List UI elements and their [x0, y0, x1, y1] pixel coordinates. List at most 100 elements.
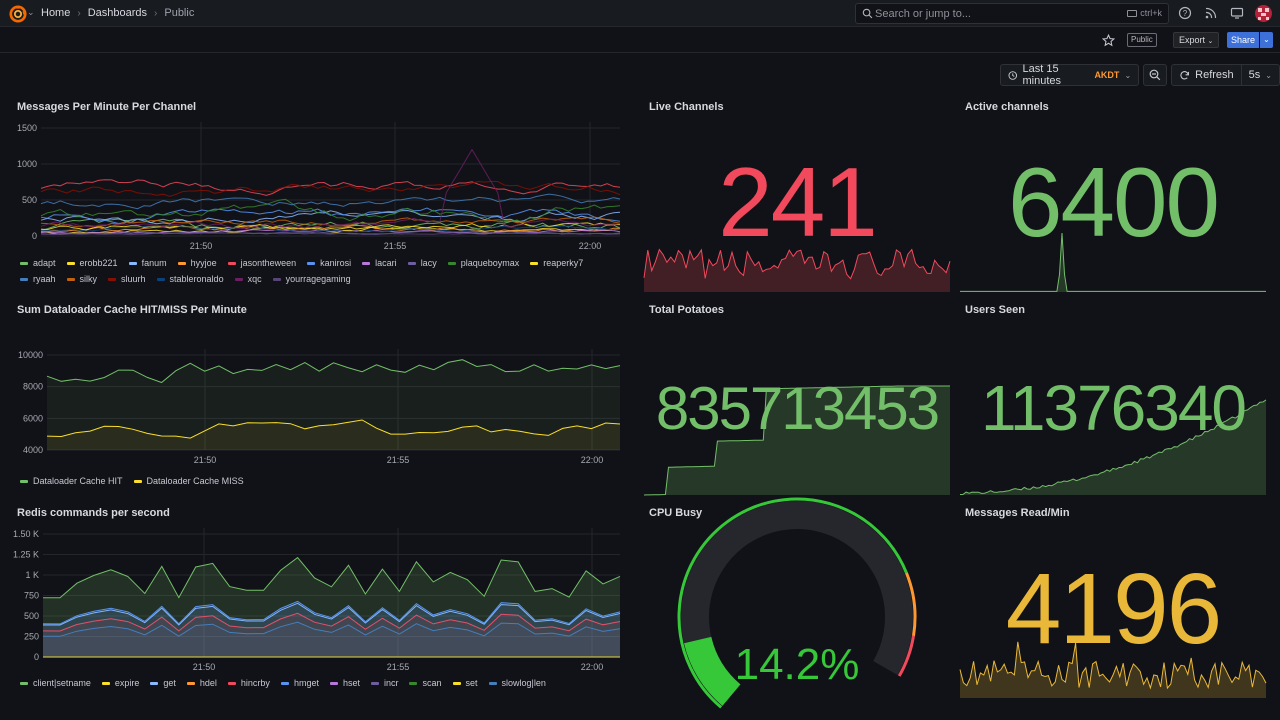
legend-item[interactable]: get [150, 678, 176, 688]
sparkline-line [960, 232, 1266, 292]
refresh-interval-select[interactable]: 5s ⌄ [1241, 64, 1280, 86]
legend-item[interactable]: client|setname [20, 678, 91, 688]
legend-item[interactable]: stableronaldo [156, 274, 224, 284]
legend-item[interactable]: scan [409, 678, 442, 688]
legend-item[interactable]: erobb221 [66, 258, 118, 268]
legend-item[interactable]: yourragegaming [272, 274, 351, 284]
legend-item[interactable]: plaqueboymax [447, 258, 519, 268]
legend-item[interactable]: sluurh [108, 274, 146, 284]
refresh-label: Refresh [1195, 69, 1234, 81]
legend-swatch [227, 261, 236, 265]
share-options-chevron-down-icon[interactable]: ⌄ [1260, 32, 1273, 48]
legend-label: ryaah [33, 274, 56, 284]
legend-label: incr [383, 678, 399, 688]
legend-swatch [156, 277, 165, 281]
series-line [40, 224, 621, 233]
panel-active-channels[interactable]: Active channels 6400 [960, 101, 1266, 293]
legend-item[interactable]: lacy [407, 258, 437, 268]
legend-swatch [227, 681, 236, 685]
legend-label: slowlog|len [501, 678, 546, 688]
legend-item[interactable]: hdel [186, 678, 217, 688]
legend-item[interactable]: reaperky7 [530, 258, 583, 268]
menu-chevron-down-icon[interactable]: ⌄ [27, 7, 35, 17]
legend-label: xqc [247, 274, 262, 284]
breadcrumb-current-page: Public [164, 7, 195, 19]
clock-icon [1008, 70, 1018, 80]
x-tick-label: 22:00 [581, 662, 604, 672]
refresh-icon [1180, 70, 1190, 79]
legend-item[interactable]: ryaah [20, 274, 56, 284]
dataloader-cache-chart: 10000 8000 6000 4000 21:50 21:55 22:00 [18, 349, 621, 465]
legend-item[interactable]: adapt [20, 258, 56, 268]
top-navbar: ⌄ Home › Dashboards › Public Search or j… [0, 0, 1280, 27]
panel-messages-read[interactable]: Messages Read/Min 4196 [959, 507, 1267, 699]
y-tick-label: 6000 [23, 413, 43, 423]
legend-item[interactable]: slowlog|len [488, 678, 546, 688]
sparkline-line [959, 399, 1267, 495]
breadcrumb-home[interactable]: Home [41, 7, 71, 19]
legend-item[interactable]: expire [101, 678, 139, 688]
public-badge: Public [1127, 33, 1157, 47]
legend-item[interactable]: xqc [234, 274, 262, 284]
legend-item[interactable]: silky [66, 274, 97, 284]
legend-swatch [447, 261, 456, 265]
series-line [40, 193, 621, 210]
panel-live-channels[interactable]: Live Channels 241 [643, 101, 951, 293]
kiosk-monitor-icon[interactable] [1230, 6, 1244, 20]
legend-item[interactable]: fanum [128, 258, 167, 268]
rss-news-icon[interactable] [1204, 6, 1218, 20]
panel-users-seen[interactable]: Users Seen 11376340 [959, 304, 1267, 496]
legend-label: scan [422, 678, 442, 688]
gauge-threshold-green [677, 497, 908, 709]
series-area [47, 420, 620, 450]
users-seen-sparkline [959, 399, 1267, 495]
legend-item[interactable]: Dataloader Cache HIT [20, 476, 123, 486]
legend-label: get [163, 678, 176, 688]
legend-label: Dataloader Cache MISS [146, 476, 244, 486]
refresh-button[interactable]: Refresh [1171, 64, 1242, 86]
legend-label: kanirosi [320, 258, 352, 268]
legend-label: sluurh [121, 274, 146, 284]
legend-item[interactable]: hmget [280, 678, 319, 688]
legend-item[interactable]: hyyjoe [177, 258, 217, 268]
breadcrumb-dashboards[interactable]: Dashboards [87, 7, 148, 19]
legend-swatch [150, 681, 159, 685]
legend-item[interactable]: lacari [362, 258, 397, 268]
star-favorite-icon[interactable] [1102, 34, 1115, 47]
panel-title: Messages Read/Min [965, 507, 1070, 519]
panel-title: Live Channels [649, 101, 724, 113]
y-tick-label: 10000 [18, 350, 43, 360]
series-line [40, 232, 621, 236]
user-avatar[interactable] [1255, 5, 1272, 22]
chevron-down-icon: ⌄ [1207, 38, 1214, 45]
legend-label: stableronaldo [169, 274, 224, 284]
legend-item[interactable]: set [452, 678, 478, 688]
panel-title: Redis commands per second [17, 507, 170, 519]
time-range-picker[interactable]: Last 15 minutes AKDT ⌄ [1000, 63, 1140, 87]
avatar-pattern-icon [1258, 8, 1269, 20]
live-channels-value: 241 [718, 147, 878, 257]
legend-item[interactable]: Dataloader Cache MISS [133, 476, 244, 486]
legend-swatch [66, 277, 75, 281]
legend-item[interactable]: kanirosi [307, 258, 351, 268]
share-button[interactable]: Share [1227, 32, 1259, 48]
help-icon[interactable]: ? [1178, 6, 1192, 20]
legend-swatch [409, 681, 418, 685]
series-area [47, 359, 620, 450]
panel-redis-commands[interactable]: Redis commands per second 1.50 K 1.25 K 1 … [13, 507, 627, 697]
legend-label: adapt [33, 258, 56, 268]
legend-item[interactable]: hset [329, 678, 360, 688]
export-button[interactable]: Export ⌄ [1173, 32, 1220, 48]
legend-item[interactable]: jasontheween [227, 258, 296, 268]
breadcrumb-separator-icon: › [154, 7, 158, 19]
grafana-logo-icon[interactable] [9, 5, 27, 23]
panel-title: CPU Busy [649, 507, 703, 519]
search-input[interactable]: Search or jump to... ctrl+k [855, 3, 1169, 24]
panel-cpu-busy[interactable]: CPU Busy 14.2% [644, 497, 950, 709]
panel-messages-per-minute[interactable]: Messages Per Minute Per Channel 1500 1000… [17, 101, 627, 291]
legend-item[interactable]: incr [370, 678, 399, 688]
panel-dataloader-cache[interactable]: Sum Dataloader Cache HIT/MISS Per Minute… [17, 304, 627, 494]
legend-item[interactable]: hincrby [227, 678, 270, 688]
zoom-out-button[interactable] [1143, 64, 1168, 86]
panel-total-potatoes[interactable]: Total Potatoes 835713453 [643, 304, 950, 496]
